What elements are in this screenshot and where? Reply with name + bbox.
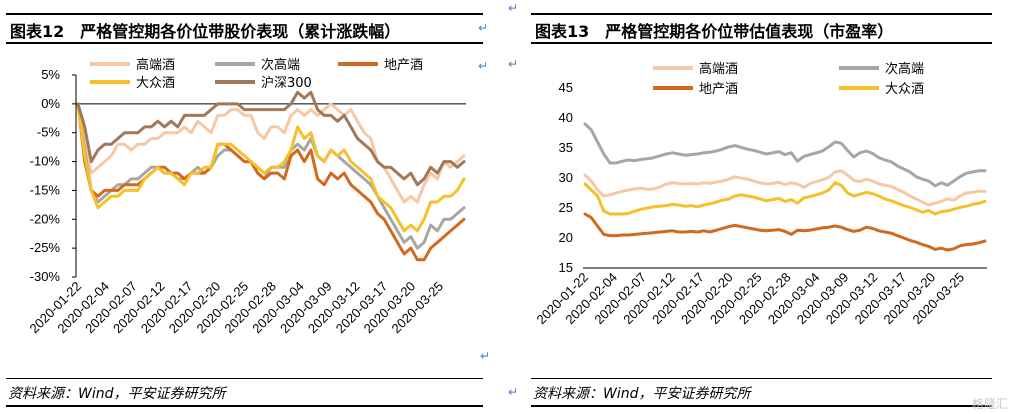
legend-label-0: 高端酒 — [699, 61, 738, 77]
right-chart-title-bar: 图表13 严格管控期各价位带估值表现（市盈率） — [531, 13, 992, 44]
right-line-chart: 454035302520152020-01-222020-02-042020-0… — [533, 61, 987, 327]
right-source-bar: 资料来源：Wind，平安证券研究所 — [531, 378, 992, 407]
legend-label-1: 次高端 — [261, 57, 300, 73]
y-tick-label: -20% — [30, 211, 61, 226]
series-line-3 — [583, 181, 987, 216]
series-line-1 — [583, 122, 987, 188]
legend-label-4: 沪深300 — [261, 75, 312, 91]
y-tick-label: 45 — [559, 80, 573, 95]
left-chart-panel: 图表12 严格管控期各价位带股价表现（累计涨跌幅） ↵ ↵ ↵ 5% 0% -5% -… — [6, 13, 491, 407]
y-tick-label: 25 — [559, 200, 573, 215]
legend-label-2: 地产酒 — [384, 58, 423, 73]
y-tick-label: -10% — [30, 154, 61, 169]
y-tick-label: 15 — [559, 260, 573, 275]
return-mark: ↵ — [480, 349, 491, 363]
left-source-note: 资料来源：Wind，平安证券研究所 — [8, 386, 226, 402]
right-chart-panel: ↵ 图表13 严格管控期各价位带估值表现（市盈率） ↵ ↵ 45 40 35 30 25… — [505, 0, 1010, 414]
legend-label-0: 高端酒 — [136, 57, 175, 73]
series-line-0 — [76, 102, 466, 204]
series-line-4 — [76, 90, 466, 187]
right-source-note: 资料来源：Wind，平安证券研究所 — [533, 386, 751, 402]
y-tick-label: -15% — [30, 182, 61, 197]
y-tick-label: 20 — [559, 230, 573, 245]
watermark-logo: 格隆汇 — [971, 397, 1008, 411]
y-tick-label: -5% — [37, 125, 61, 140]
legend-label-1: 次高端 — [885, 61, 924, 77]
left-line-chart: 5%0%-5%-10%-15%-20%-25%-30%2020-01-22202… — [26, 57, 466, 336]
y-tick-label: 5% — [41, 67, 60, 82]
y-tick-label: 0% — [41, 96, 60, 111]
right-chart-title: 图表13 严格管控期各价位带估值表现（市盈率） — [535, 22, 894, 41]
series-line-3 — [76, 102, 466, 233]
legend-label-2: 地产酒 — [699, 82, 738, 97]
legend-label-3: 大众酒 — [136, 76, 175, 91]
series-line-0 — [583, 169, 987, 207]
y-tick-label: 35 — [559, 140, 573, 155]
left-source-bar: 资料来源：Wind，平安证券研究所 — [6, 378, 483, 407]
left-chart-title: 图表12 严格管控期各价位带股价表现（累计涨跌幅） — [10, 22, 401, 41]
return-mark: ↵ — [508, 57, 519, 71]
y-tick-label: -25% — [30, 240, 61, 255]
y-tick-label: -30% — [30, 269, 61, 284]
return-mark: ↵ — [508, 385, 519, 399]
y-tick-label: 40 — [559, 110, 573, 125]
legend-label-3: 大众酒 — [885, 82, 924, 97]
return-mark: ↵ — [508, 1, 519, 15]
return-mark: ↵ — [478, 59, 489, 73]
return-mark: ↵ — [478, 21, 489, 35]
y-tick-label: 30 — [559, 170, 573, 185]
left-chart-title-bar: 图表12 严格管控期各价位带股价表现（累计涨跌幅） — [6, 13, 483, 44]
series-line-2 — [583, 212, 987, 252]
